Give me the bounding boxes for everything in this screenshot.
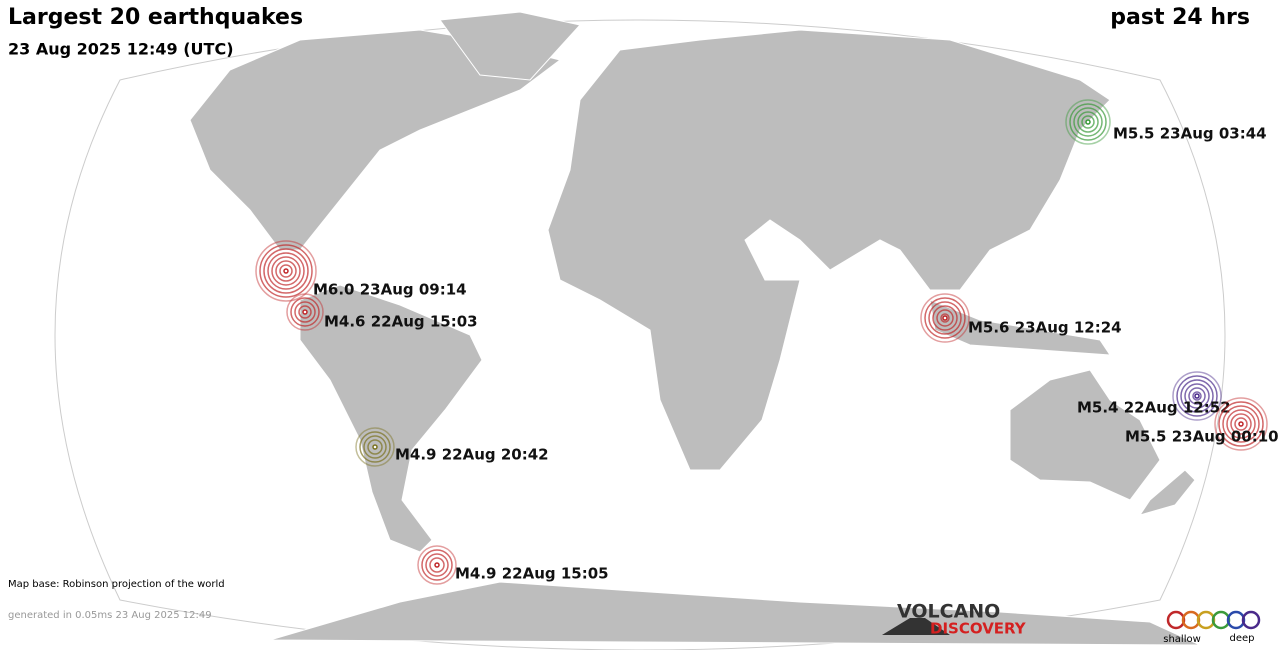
quake-ring (940, 313, 950, 323)
title: Largest 20 earthquakes (8, 5, 303, 30)
quake-ring (259, 244, 313, 298)
quake-ring (1069, 103, 1107, 141)
quake-ring (286, 293, 324, 331)
quake-ring (363, 435, 387, 459)
quake-ring (1188, 387, 1206, 405)
quake-ring (359, 431, 391, 463)
period: past 24 hrs (1110, 5, 1250, 30)
quake-ring (1180, 379, 1214, 413)
timestamp: 23 Aug 2025 12:49 (UTC) (8, 40, 234, 59)
greenland (439, 11, 581, 81)
quake-ring (298, 305, 312, 319)
quake-ring (263, 248, 309, 294)
land (189, 11, 1201, 646)
quake-ring (294, 301, 316, 323)
quake-label: M5.4 22Aug 12:52 (1077, 399, 1231, 417)
quake-label: M5.5 23Aug 00:10 (1125, 428, 1279, 446)
quake-ring (425, 553, 449, 577)
quake-center (302, 309, 308, 315)
antarctica (269, 581, 1201, 646)
quake-ring (1214, 397, 1268, 451)
quake-center (942, 315, 948, 321)
logo: VOLCANO DISCOVERY (882, 601, 1027, 638)
quake-marker (355, 427, 395, 467)
indonesia (929, 299, 1111, 356)
eurasia-africa (547, 29, 1111, 471)
quake-marker (255, 240, 317, 302)
quake-ring (1234, 417, 1248, 431)
logo-line1: VOLCANO (897, 601, 1000, 623)
quake-center (1238, 421, 1244, 427)
quake-center (283, 268, 289, 274)
legend-deep: deep (1230, 633, 1255, 644)
quake-center (434, 562, 440, 568)
quake-ring (1065, 99, 1111, 145)
quake-center (1085, 119, 1091, 125)
quake-ring (1073, 107, 1103, 137)
quake-marker (1172, 371, 1222, 421)
quake-ring (924, 297, 966, 339)
quake-ring (1184, 383, 1210, 409)
quake-ring (1226, 409, 1256, 439)
quake-marker (286, 293, 324, 331)
quake-label: M4.6 22Aug 15:03 (324, 313, 478, 331)
quake-ring (255, 240, 317, 302)
quake-ring (1192, 391, 1202, 401)
quake-ring (936, 309, 954, 327)
quake-ring (290, 297, 320, 327)
map-base: Map base: Robinson projection of the wor… (8, 579, 225, 590)
quake-marker (1065, 99, 1111, 145)
quake-ring (267, 252, 305, 290)
quake-ring (271, 256, 301, 286)
quake-label: M4.9 22Aug 20:42 (395, 446, 549, 464)
logo-line2: DISCOVERY (930, 620, 1027, 638)
quake-marker (920, 293, 970, 343)
quake-ring (1176, 375, 1218, 417)
quake-ring (1081, 115, 1095, 129)
south-america (299, 284, 483, 553)
quake-ring (421, 549, 453, 581)
quake-ring (920, 293, 970, 343)
quake-ring (275, 260, 297, 282)
australia (1009, 369, 1161, 501)
quake-label: M6.0 23Aug 09:14 (313, 281, 467, 299)
generated: generated in 0.05ms 23 Aug 2025 12:49 (8, 610, 212, 621)
quake-label: M4.9 22Aug 15:05 (455, 565, 609, 583)
quake-ring (417, 545, 457, 585)
legend-shallow: shallow (1163, 634, 1201, 645)
quake-ring (355, 427, 395, 467)
quakes: M5.5 23Aug 03:44 M6.0 23Aug 09:14 M4.6 22A… (255, 99, 1279, 585)
quake-center (1194, 393, 1200, 399)
quake-ring (1230, 413, 1252, 435)
quake-ring (1222, 405, 1260, 443)
quake-ring (1172, 371, 1222, 421)
quake-ring (928, 301, 962, 335)
quake-ring (1218, 401, 1264, 447)
quake-ring (279, 264, 293, 278)
new-zealand (1138, 469, 1196, 516)
quake-ring (1077, 111, 1099, 133)
quake-marker (1214, 397, 1268, 451)
depth-legend: shallow deep (1163, 610, 1261, 645)
quake-label: M5.6 23Aug 12:24 (968, 319, 1122, 337)
quake-ring (367, 439, 383, 455)
quake-ring (932, 305, 958, 331)
quake-marker (417, 545, 457, 585)
quake-label: M5.5 23Aug 03:44 (1113, 125, 1267, 143)
quake-center (372, 444, 378, 450)
quake-ring (429, 557, 445, 573)
